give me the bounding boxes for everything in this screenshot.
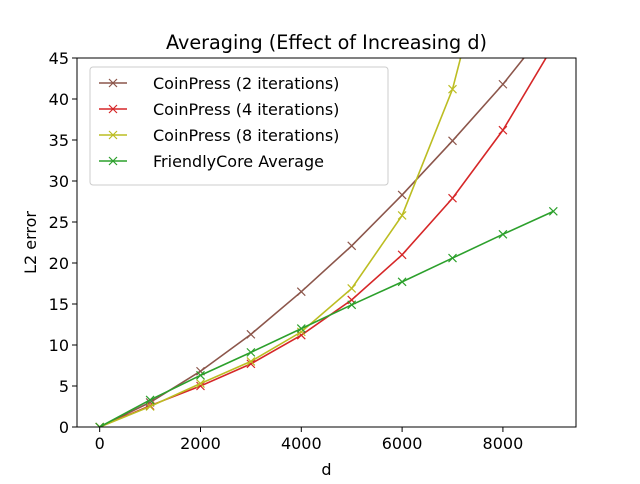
legend-box — [89, 66, 389, 186]
marker — [397, 250, 407, 260]
plot-area — [95, 58, 558, 427]
marker — [296, 330, 306, 340]
marker — [196, 379, 205, 388]
marker — [347, 300, 357, 310]
legend-marker — [108, 156, 118, 166]
marker — [498, 229, 508, 239]
marker — [246, 329, 256, 339]
y-tick-label: 30 — [49, 172, 69, 191]
marker — [246, 347, 256, 357]
y-tick-label: 15 — [49, 295, 69, 314]
marker — [397, 277, 407, 287]
marker — [397, 190, 407, 200]
marker — [397, 211, 407, 220]
marker — [145, 402, 155, 411]
marker — [498, 125, 508, 135]
marker — [246, 356, 256, 366]
legend-label: CoinPress (4 iterations) — [153, 100, 339, 119]
x-tick-label: 2000 — [180, 434, 221, 453]
marker — [95, 422, 105, 427]
marker — [548, 206, 558, 216]
y-axis-label: L2 error — [21, 211, 40, 274]
x-tick-label: 0 — [95, 434, 105, 453]
y-tick-label: 45 — [49, 49, 69, 68]
legend-label: CoinPress (8 iterations) — [153, 126, 339, 145]
y-tick-label: 40 — [49, 90, 69, 109]
legend-marker — [108, 104, 118, 114]
x-tick-label: 4000 — [281, 434, 322, 453]
x-tick-label: 8000 — [483, 434, 524, 453]
y-tick-label: 35 — [49, 131, 69, 150]
marker — [296, 287, 306, 297]
y-tick-label: 20 — [49, 254, 69, 273]
marker — [448, 136, 457, 146]
marker — [145, 395, 155, 405]
legend-label: FriendlyCore Average — [153, 152, 324, 171]
series-line — [99, 58, 462, 427]
marker — [448, 253, 457, 263]
legend-marker — [108, 78, 118, 88]
marker — [448, 84, 457, 94]
y-tick-label: 0 — [59, 418, 69, 437]
marker — [296, 324, 306, 334]
x-tick-label: 6000 — [382, 434, 423, 453]
marker — [498, 79, 508, 89]
axes-frame — [76, 57, 577, 428]
y-tick-label: 5 — [59, 377, 69, 396]
marker — [448, 193, 457, 203]
marker — [196, 370, 205, 380]
chart-title: Averaging (Effect of Increasing d) — [166, 31, 487, 54]
marker — [196, 381, 205, 391]
series-line — [99, 210, 554, 427]
legend-marker — [108, 130, 118, 140]
marker — [246, 359, 256, 369]
x-axis-label: d — [321, 460, 331, 479]
marker — [347, 241, 357, 251]
y-tick-label: 10 — [49, 336, 69, 355]
legend-label: CoinPress (2 iterations) — [153, 74, 339, 93]
marker — [347, 283, 357, 293]
y-tick-label: 25 — [49, 213, 69, 232]
